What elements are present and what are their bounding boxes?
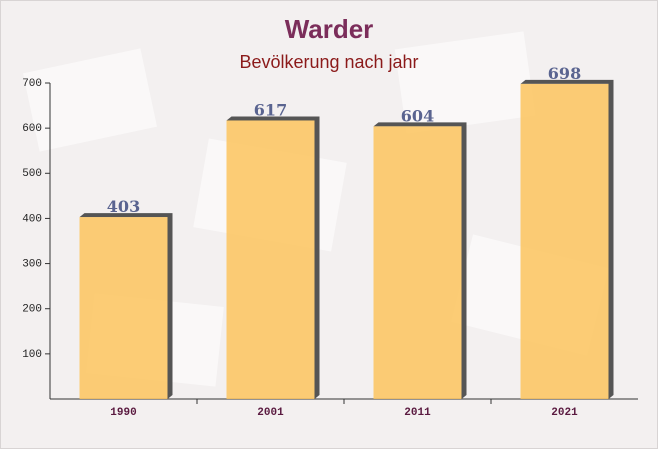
y-tick-label: 100	[22, 349, 42, 361]
x-tick-label: 2021	[551, 407, 578, 419]
value-label: 617	[254, 100, 287, 119]
x-tick-label: 1990	[110, 407, 136, 419]
value-label: 403	[107, 197, 140, 216]
y-tick-label: 400	[22, 213, 42, 225]
y-tick-label: 700	[22, 78, 42, 90]
y-tick-label: 200	[22, 304, 42, 316]
x-tick-label: 2001	[257, 407, 284, 419]
y-tick-label: 300	[22, 258, 42, 270]
y-tick-label: 500	[22, 168, 42, 180]
bar	[373, 126, 462, 399]
y-tick-label: 600	[22, 123, 42, 135]
value-label: 604	[401, 106, 434, 125]
x-tick-label: 2011	[404, 407, 431, 419]
bar	[226, 120, 315, 400]
value-label: 698	[548, 64, 581, 83]
chart-title: Warder	[285, 14, 374, 44]
bar	[79, 217, 168, 399]
bar	[520, 83, 609, 399]
chart-subtitle: Bevölkerung nach jahr	[239, 52, 418, 72]
